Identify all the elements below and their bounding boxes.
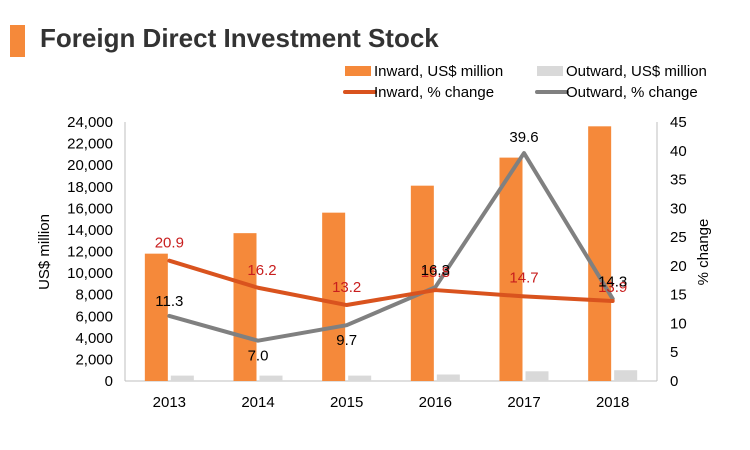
y-tick-label-left: 10,000 [67,265,113,282]
data-label-outward: 14.3 [598,274,627,291]
x-tick-label: 2017 [507,394,540,411]
bar-outward [436,374,460,381]
data-label-inward: 13.2 [332,279,361,296]
bar-outward [170,375,194,381]
data-label-inward: 15.8 [421,264,450,281]
x-tick-label: 2016 [419,394,452,411]
bar-outward [259,375,283,381]
y-axis-title-right: % change [695,219,712,286]
bar-inward [233,233,257,381]
y-axis-title-left: US$ million [36,214,53,290]
title-accent-bar [10,25,25,57]
y-tick-label-left: 22,000 [67,136,113,153]
y-tick-label-left: 4,000 [75,330,113,347]
data-label-outward: 7.0 [248,348,269,365]
legend-label: Outward, % change [566,84,698,101]
y-tick-label-right: 20 [670,258,687,275]
legend-label: Outward, US$ million [566,63,707,80]
bar-outward [348,375,372,381]
y-tick-label-left: 18,000 [67,179,113,196]
x-tick-label: 2015 [330,394,363,411]
line-inward-change [167,258,615,308]
legend-swatch [345,66,371,76]
y-tick-label-left: 16,000 [67,200,113,217]
x-tick-label: 2013 [153,394,186,411]
bar-outward [525,371,549,381]
y-tick-label-right: 35 [670,172,687,189]
data-label-outward: 16.3 [421,262,450,279]
x-tick-label: 2018 [596,394,629,411]
y-tick-label-left: 24,000 [67,114,113,131]
y-tick-label-right: 15 [670,287,687,304]
data-label-outward: 11.3 [155,293,183,310]
data-label-outward: 9.7 [336,332,357,349]
data-label-inward: 13.9 [598,279,627,296]
legend-label: Inward, % change [374,84,494,101]
y-tick-label-left: 0 [105,373,113,390]
data-label-outward: 39.6 [509,129,538,146]
y-tick-label-left: 8,000 [75,287,113,304]
y-tick-label-right: 10 [670,315,687,332]
bar-inward [410,185,434,381]
chart-title: Foreign Direct Investment Stock [40,23,439,53]
bar-outward [614,370,638,381]
bar-inward [588,126,612,381]
bar-inward [322,212,346,381]
data-label-inward: 20.9 [155,235,184,252]
line-outward-change [167,151,615,343]
data-label-inward: 14.7 [509,269,538,286]
x-tick-label: 2014 [241,394,274,411]
y-tick-label-left: 6,000 [75,308,113,325]
y-tick-label-left: 20,000 [67,157,113,174]
y-tick-label-right: 0 [670,373,678,390]
y-tick-label-right: 30 [670,200,687,217]
y-tick-label-left: 14,000 [67,222,113,239]
y-tick-label-right: 25 [670,229,687,246]
y-tick-label-left: 12,000 [67,244,113,261]
bar-inward [499,157,523,381]
legend-swatch [537,66,563,76]
y-tick-label-left: 2,000 [75,351,113,368]
y-tick-label-right: 40 [670,143,687,160]
y-tick-label-right: 5 [670,344,678,361]
y-tick-label-right: 45 [670,114,687,131]
bar-inward [144,253,168,381]
legend-label: Inward, US$ million [374,63,503,80]
data-label-inward: 16.2 [247,262,276,279]
